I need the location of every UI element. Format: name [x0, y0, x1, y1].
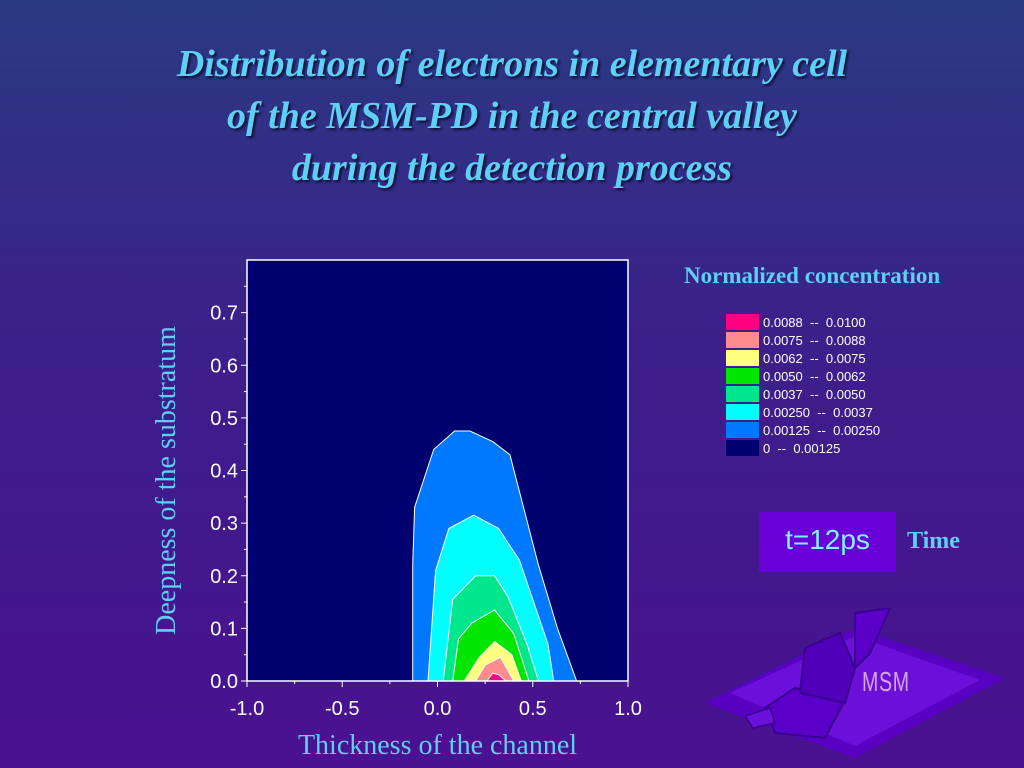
logo-text: MSM	[862, 666, 910, 697]
slide-title: Distribution of electrons in elementary …	[0, 38, 1024, 194]
legend: 0.0088 -- 0.0100 0.0075 -- 0.0088 0.0062 -…	[726, 313, 880, 457]
graduation-cap-logo-icon	[705, 608, 1005, 758]
y-tick-label: 0.5	[210, 408, 238, 430]
y-tick-label: 0.3	[210, 513, 238, 535]
title-line-3: during the detection process	[291, 147, 733, 189]
legend-swatch	[726, 332, 759, 348]
legend-item: 0 -- 0.00125	[726, 439, 880, 457]
title-line-1: Distribution of electrons in elementary …	[176, 43, 848, 85]
y-axis-label: Deepness of the substratum	[151, 326, 182, 635]
legend-item: 0.0062 -- 0.0075	[726, 349, 880, 367]
time-label: Time	[907, 528, 960, 554]
legend-swatch	[726, 350, 759, 366]
legend-item: 0.00125 -- 0.00250	[726, 421, 880, 439]
x-tick-label: 1.0	[614, 698, 642, 720]
legend-item: 0.0050 -- 0.0062	[726, 367, 880, 385]
legend-item: 0.0037 -- 0.0050	[726, 385, 880, 403]
legend-label: 0.0050 -- 0.0062	[763, 368, 866, 384]
x-tick-label: -1.0	[230, 698, 264, 720]
legend-item: 0.00250 -- 0.0037	[726, 403, 880, 421]
x-axis-label: Thickness of the channel	[298, 730, 577, 761]
legend-label: 0.0037 -- 0.0050	[763, 386, 866, 402]
legend-swatch	[726, 314, 759, 330]
title-line-2: of the MSM-PD in the central valley	[227, 95, 797, 137]
legend-swatch	[726, 440, 759, 456]
legend-swatch	[726, 386, 759, 402]
legend-title: Normalized concentration	[684, 263, 941, 288]
legend-swatch	[726, 404, 759, 420]
legend-swatch	[726, 422, 759, 438]
x-tick-label: -0.5	[325, 698, 359, 720]
y-tick-label: 0.4	[210, 461, 238, 483]
y-tick-label: 0.2	[210, 566, 238, 588]
legend-item: 0.0075 -- 0.0088	[726, 331, 880, 349]
y-tick-label: 0.0	[210, 671, 238, 693]
x-tick-label: 0.0	[424, 698, 452, 720]
time-value-box: t=12ps	[759, 512, 896, 572]
y-tick-label: 0.7	[210, 303, 238, 325]
legend-label: 0.0075 -- 0.0088	[763, 332, 866, 348]
legend-label: 0.00250 -- 0.0037	[763, 404, 873, 420]
legend-label: 0.0088 -- 0.0100	[763, 314, 866, 330]
x-tick-label: 0.5	[519, 698, 547, 720]
legend-swatch	[726, 368, 759, 384]
y-tick-label: 0.6	[210, 355, 238, 377]
y-tick-label: 0.1	[210, 618, 238, 640]
legend-label: 0.0062 -- 0.0075	[763, 350, 866, 366]
legend-label: 0.00125 -- 0.00250	[763, 422, 881, 438]
legend-label: 0 -- 0.00125	[763, 440, 841, 456]
legend-item: 0.0088 -- 0.0100	[726, 313, 880, 331]
